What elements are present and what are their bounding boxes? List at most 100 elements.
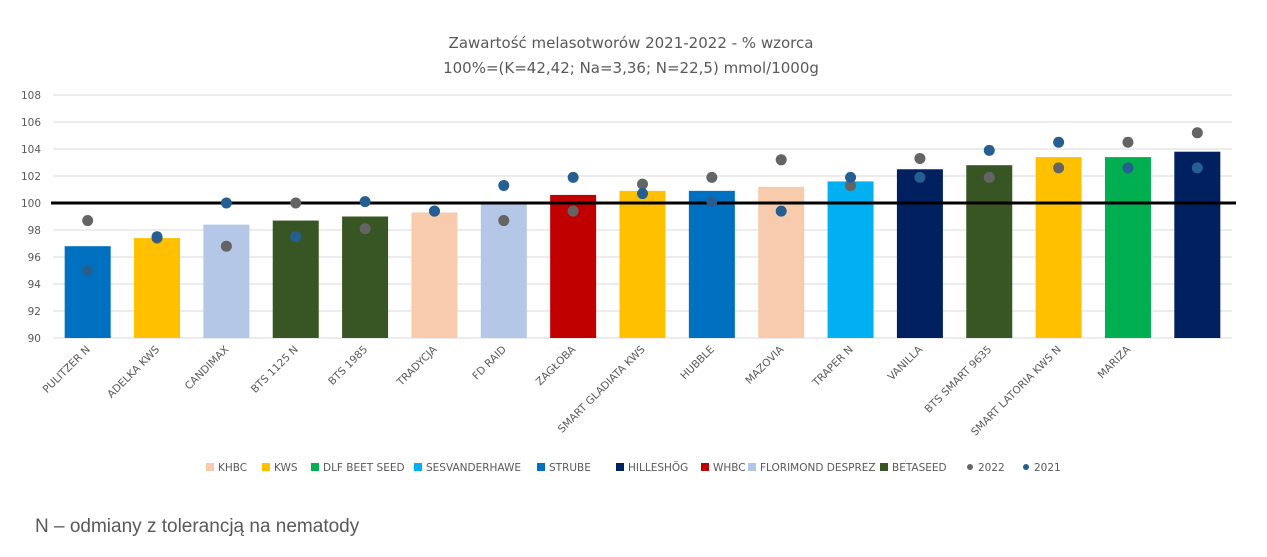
marker-2022 [220, 240, 232, 252]
marker-2021 [1122, 162, 1134, 174]
x-tick-label: ZAGŁOBA [534, 343, 579, 388]
x-tick-label: FD RAID [470, 344, 509, 383]
legend-label: 2021 [1034, 462, 1061, 474]
legend-swatch [262, 463, 270, 471]
marker-2022 [498, 215, 510, 227]
marker-2021 [914, 171, 926, 183]
y-tick-label: 92 [28, 306, 41, 318]
y-tick-label: 102 [21, 171, 41, 183]
bar [1104, 157, 1151, 338]
legend-swatch [880, 463, 888, 471]
legend-label: KWS [274, 462, 298, 474]
x-tick-label: VANILLA [886, 343, 926, 383]
x-tick-label: MAZOVIA [743, 343, 787, 387]
legend-label: FLORIMOND DESPREZ [760, 462, 876, 474]
legend-label: STRUBE [549, 462, 591, 474]
marker-2022 [567, 205, 579, 217]
marker-2022 [914, 152, 926, 164]
y-tick-label: 104 [21, 144, 41, 156]
marker-2022 [82, 215, 94, 227]
bar [619, 190, 666, 338]
bar [550, 194, 597, 338]
y-tick-label: 100 [21, 198, 41, 210]
bars [64, 151, 1221, 338]
legend-swatch [701, 463, 709, 471]
marker-2021 [1053, 136, 1065, 148]
x-tick-label: TRAPER N [810, 344, 856, 390]
legend-swatch [616, 463, 624, 471]
marker-2022 [290, 197, 302, 209]
marker-2021 [775, 205, 787, 217]
y-tick-label: 106 [21, 117, 41, 129]
legend-label: BETASEED [892, 462, 947, 474]
bar [342, 216, 389, 338]
markers [82, 127, 1203, 276]
legend-swatch [748, 463, 756, 471]
x-tick-label: BTS SMART 9635 [923, 344, 995, 416]
chart-title: Zawartość melasotworów 2021-2022 - % wzo… [449, 34, 814, 52]
marker-2021 [220, 197, 232, 209]
legend: KHBC KWS DLF BEET SEED SESVANDERHAWE STRUBE H… [206, 461, 1061, 474]
legend-label: SESVANDERHAWE [426, 462, 521, 474]
bar [966, 165, 1013, 338]
legend-swatch [206, 463, 214, 471]
bar [64, 246, 111, 338]
marker-2021 [845, 171, 857, 183]
bar [688, 190, 735, 338]
legend-swatch [414, 463, 422, 471]
marker-2021 [983, 144, 995, 156]
x-axis: PULITZER N ADELKA KWS CANDIMAX BTS 1125 N BT… [41, 343, 1134, 438]
x-tick-label: HUBBLE [678, 344, 717, 383]
bar [896, 169, 943, 338]
legend-swatch [537, 463, 545, 471]
marker-2021 [498, 179, 510, 191]
marker-2021 [82, 265, 94, 276]
marker-2021 [151, 231, 163, 243]
marker-2021 [1191, 162, 1203, 174]
bar [827, 181, 874, 338]
legend-swatch [311, 463, 319, 471]
x-tick-label: ADELKA KWS [105, 343, 162, 400]
marker-2022 [775, 154, 787, 166]
x-tick-label: CANDIMAX [183, 344, 232, 393]
marker-2021 [637, 188, 648, 200]
marker-2022 [1053, 162, 1065, 174]
y-tick-label: 108 [21, 90, 41, 102]
bar [1035, 157, 1082, 338]
chart: Zawartość melasotworów 2021-2022 - % wzo… [21, 34, 1236, 474]
bar [134, 238, 181, 338]
bar [411, 212, 458, 338]
footnote: N – odmiany z tolerancją na nematody [35, 516, 360, 537]
marker-2022 [359, 223, 371, 235]
x-tick-label: PULITZER N [41, 344, 93, 396]
marker-2022 [1191, 127, 1203, 139]
x-tick-label: BTS 1125 N [249, 344, 301, 396]
legend-marker [967, 464, 973, 470]
marker-2022 [706, 171, 718, 183]
y-tick-label: 98 [28, 225, 41, 237]
y-tick-label: 94 [28, 279, 42, 291]
legend-label: HILLESHÖG [628, 461, 688, 474]
legend-label: WHBC [713, 462, 746, 474]
marker-2022 [1122, 136, 1134, 148]
legend-label: DLF BEET SEED [323, 462, 405, 474]
legend-label: 2022 [978, 462, 1005, 474]
marker-2021 [359, 196, 371, 208]
x-tick-label: TRADYCJA [394, 343, 440, 389]
marker-2021 [706, 196, 718, 208]
marker-2022 [845, 179, 857, 191]
y-tick-label: 96 [28, 252, 42, 264]
marker-2021 [567, 171, 579, 183]
marker-2021 [290, 231, 302, 243]
marker-2021 [428, 205, 440, 217]
marker-2022 [983, 171, 995, 183]
bar [1174, 151, 1221, 338]
y-axis: 90 92 94 96 98 100 102 104 106 108 [21, 90, 41, 345]
x-tick-label: MARIZA [1096, 343, 1134, 381]
x-tick-label: BTS 1985 [326, 344, 370, 388]
chart-subtitle: 100%=(K=42,42; Na=3,36; N=22,5) mmol/100… [443, 59, 819, 77]
legend-label: KHBC [218, 462, 247, 474]
y-tick-label: 90 [28, 333, 41, 345]
legend-marker [1023, 464, 1029, 470]
marker-2022 [637, 178, 648, 190]
